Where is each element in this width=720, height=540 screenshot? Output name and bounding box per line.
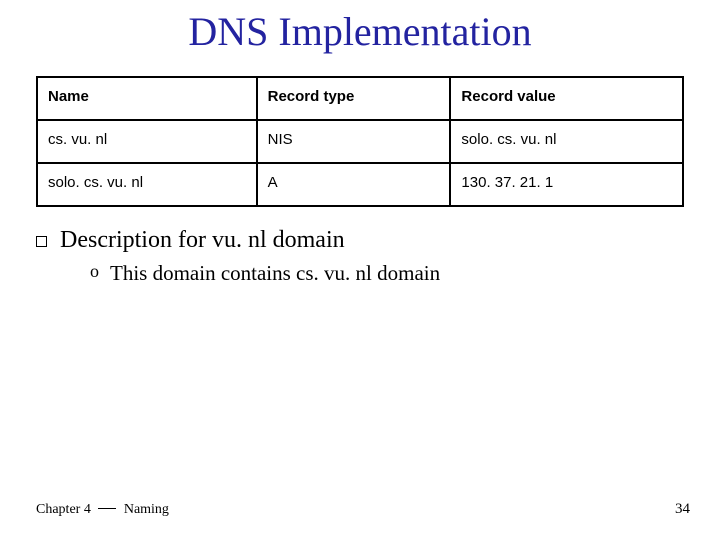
dns-table-container: Name Record type Record value cs. vu. nl… (36, 76, 684, 207)
square-bullet-icon (36, 236, 47, 247)
sub-bullet-item: o This domain contains cs. vu. nl domain (90, 260, 684, 287)
col-header-type: Record type (257, 77, 451, 120)
table-row: solo. cs. vu. nl A 130. 37. 21. 1 (37, 163, 683, 206)
cell-name: cs. vu. nl (37, 120, 257, 163)
cell-type: A (257, 163, 451, 206)
table-header-row: Name Record type Record value (37, 77, 683, 120)
body-text: Description for vu. nl domain o This dom… (36, 225, 684, 287)
footer-chapter: Chapter 4 (36, 502, 91, 517)
cell-name: solo. cs. vu. nl (37, 163, 257, 206)
cell-type: NIS (257, 120, 451, 163)
slide-title: DNS Implementation (0, 0, 720, 54)
bullet-list-level2: o This domain contains cs. vu. nl domain (90, 260, 684, 287)
bullet-item: Description for vu. nl domain o This dom… (36, 225, 684, 287)
dns-table: Name Record type Record value cs. vu. nl… (36, 76, 684, 207)
cell-value: solo. cs. vu. nl (450, 120, 683, 163)
footer-left: Chapter 4 Naming (36, 502, 169, 518)
col-header-value: Record value (450, 77, 683, 120)
page-number: 34 (675, 501, 690, 518)
circle-bullet-icon: o (90, 260, 99, 283)
bullet-list-level1: Description for vu. nl domain o This dom… (36, 225, 684, 287)
footer-section: Naming (124, 502, 169, 517)
sub-bullet-text: This domain contains cs. vu. nl domain (110, 261, 440, 285)
cell-value: 130. 37. 21. 1 (450, 163, 683, 206)
footer-dash-icon (98, 508, 116, 509)
bullet-text: Description for vu. nl domain (60, 227, 345, 253)
table-row: cs. vu. nl NIS solo. cs. vu. nl (37, 120, 683, 163)
col-header-name: Name (37, 77, 257, 120)
slide: DNS Implementation Name Record type Reco… (0, 0, 720, 540)
